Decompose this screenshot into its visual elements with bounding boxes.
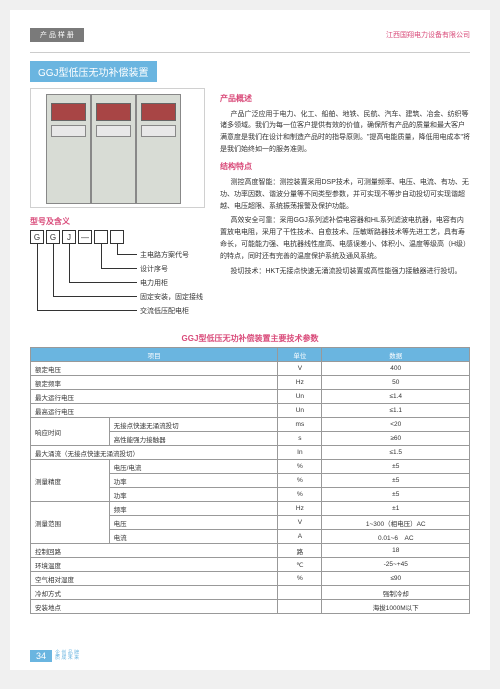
overview-body: 产品广泛应用于电力、化工、船舶、地铁、民航、汽车、建筑、冶金、纺织等诸多领域。我… [220,109,470,157]
th-unit: 单位 [278,348,322,362]
footer-brand2: 质 成 未 来 [55,656,79,662]
model-line-label: 主电路方案代号 [140,250,189,260]
product-title: GGJ型低压无功补偿装置 [30,61,157,82]
model-letter: J [62,230,76,244]
model-line-label: 固定安装，固定接线 [140,292,203,302]
cabinet-image [30,88,205,208]
model-line-label: 设计序号 [140,264,168,274]
page-footer: 34 企 创 品 牌 质 成 未 来 [30,650,79,662]
model-letter: G [30,230,44,244]
page-number: 34 [30,650,52,662]
structure-p3: 投切技术：HKT无接点快速无涌流投切装置或高性能强力接触器进行投切。 [220,266,470,278]
model-line-label: 交流低压配电柜 [140,306,189,316]
overview-title: 产品概述 [220,92,470,106]
th-item: 项目 [31,348,278,362]
model-section-title: 型号及含义 [30,216,210,227]
page-header: 产 品 样 册 江西国翔电力设备有限公司 [30,28,470,42]
th-data: 数据 [322,348,470,362]
table-title: GGJ型低压无功补偿装置主要技术参数 [30,333,470,344]
header-divider [30,52,470,53]
model-letter [110,230,124,244]
spec-table: 项目 单位 数据 额定电压V400 额定频率Hz50 最大运行电压Un≤1.4 … [30,347,470,614]
structure-p2: 高效安全可靠：采用GGJ系列滤补偿电容器和HL系列滤波电抗器，电容有内置放电电阻… [220,215,470,263]
model-letter: G [46,230,60,244]
model-letter [94,230,108,244]
model-diagram: G G J — 主电路方案代号 设计序号 电力用柜 [30,230,210,325]
structure-title: 结构特点 [220,160,470,174]
header-company: 江西国翔电力设备有限公司 [386,30,470,40]
structure-p1: 测控高度智能：测控装置采用DSP技术，可测量频率、电压、电流、有功、无功、功率因… [220,177,470,213]
model-letter: — [78,230,92,244]
model-line-label: 电力用柜 [140,278,168,288]
header-left-label: 产 品 样 册 [30,28,84,42]
